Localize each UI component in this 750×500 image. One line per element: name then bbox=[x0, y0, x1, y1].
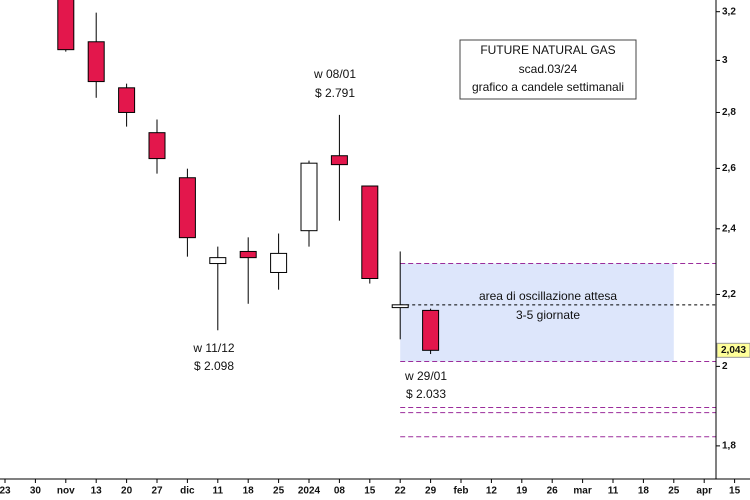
x-tick-label: 12 bbox=[486, 486, 498, 497]
x-tick-label: 08 bbox=[334, 486, 346, 497]
y-tick-label: 2 bbox=[722, 361, 728, 372]
x-tick-label: nov bbox=[57, 486, 75, 497]
x-tick-label: dic bbox=[180, 486, 195, 497]
annotation: w 11/12 bbox=[192, 341, 234, 355]
x-tick-label: 19 bbox=[516, 486, 528, 497]
chart-title: FUTURE NATURAL GAS bbox=[480, 43, 615, 57]
annotation: w 08/01 bbox=[313, 67, 356, 81]
x-tick-label: 22 bbox=[395, 486, 407, 497]
x-tick-label: 2024 bbox=[298, 486, 321, 497]
x-tick-label: 11 bbox=[213, 486, 224, 497]
candle-body bbox=[57, 0, 75, 51]
oscillation-zone bbox=[400, 263, 674, 362]
annotation: w 29/01 bbox=[404, 369, 447, 383]
candle-body bbox=[148, 132, 166, 160]
x-tick-label: 11 bbox=[608, 486, 619, 497]
candle-body bbox=[361, 185, 379, 280]
chart-description: grafico a candele settimanali bbox=[472, 80, 624, 94]
annotation: $ 2.098 bbox=[194, 359, 234, 373]
annotation: $ 2.791 bbox=[315, 86, 355, 100]
x-tick-label: 25 bbox=[273, 486, 285, 497]
last-price-box bbox=[716, 342, 750, 358]
x-tick-label: feb bbox=[454, 486, 469, 497]
zone-label: area di oscillazione attesa bbox=[479, 289, 617, 303]
candle-body bbox=[209, 257, 227, 265]
zone-sublabel: 3-5 giornate bbox=[516, 308, 580, 322]
y-tick-label: 2,8 bbox=[722, 107, 736, 118]
x-tick-label: 15 bbox=[364, 486, 376, 497]
info-box bbox=[459, 39, 637, 100]
x-tick-label: 18 bbox=[243, 486, 255, 497]
y-tick-label: 1,8 bbox=[722, 441, 736, 452]
candle-body bbox=[422, 309, 440, 351]
x-tick-label: 25 bbox=[668, 486, 680, 497]
x-tick-label: 23 bbox=[0, 486, 11, 497]
x-tick-label: 20 bbox=[121, 486, 133, 497]
candle-body bbox=[87, 41, 105, 83]
x-tick-label: 15 bbox=[729, 486, 741, 497]
y-tick-label: 2,4 bbox=[722, 223, 736, 234]
candle-body bbox=[270, 252, 288, 273]
candle-body bbox=[300, 162, 318, 232]
y-tick-label: 2,6 bbox=[722, 163, 736, 174]
candle-body bbox=[330, 155, 348, 166]
candle-body bbox=[239, 250, 257, 259]
candle-body bbox=[118, 87, 136, 113]
x-tick-label: 26 bbox=[547, 486, 559, 497]
y-tick-label: 3,2 bbox=[722, 6, 736, 17]
x-tick-label: 27 bbox=[151, 486, 163, 497]
annotation: $ 2.033 bbox=[406, 387, 446, 401]
x-tick-label: mar bbox=[573, 486, 591, 497]
x-tick-label: 30 bbox=[30, 486, 42, 497]
last-price-label: 2,043 bbox=[721, 345, 746, 356]
x-tick-label: 18 bbox=[638, 486, 650, 497]
chart-subtitle: scad.03/24 bbox=[519, 62, 578, 76]
candle-body bbox=[391, 304, 409, 309]
candle-body bbox=[178, 177, 196, 239]
plot-area bbox=[57, 0, 716, 438]
y-tick-label: 3 bbox=[722, 55, 728, 66]
x-tick-label: 29 bbox=[425, 486, 437, 497]
x-tick-label: 13 bbox=[91, 486, 103, 497]
x-tick-label: apr bbox=[696, 486, 712, 497]
y-tick-label: 2,2 bbox=[722, 289, 736, 300]
